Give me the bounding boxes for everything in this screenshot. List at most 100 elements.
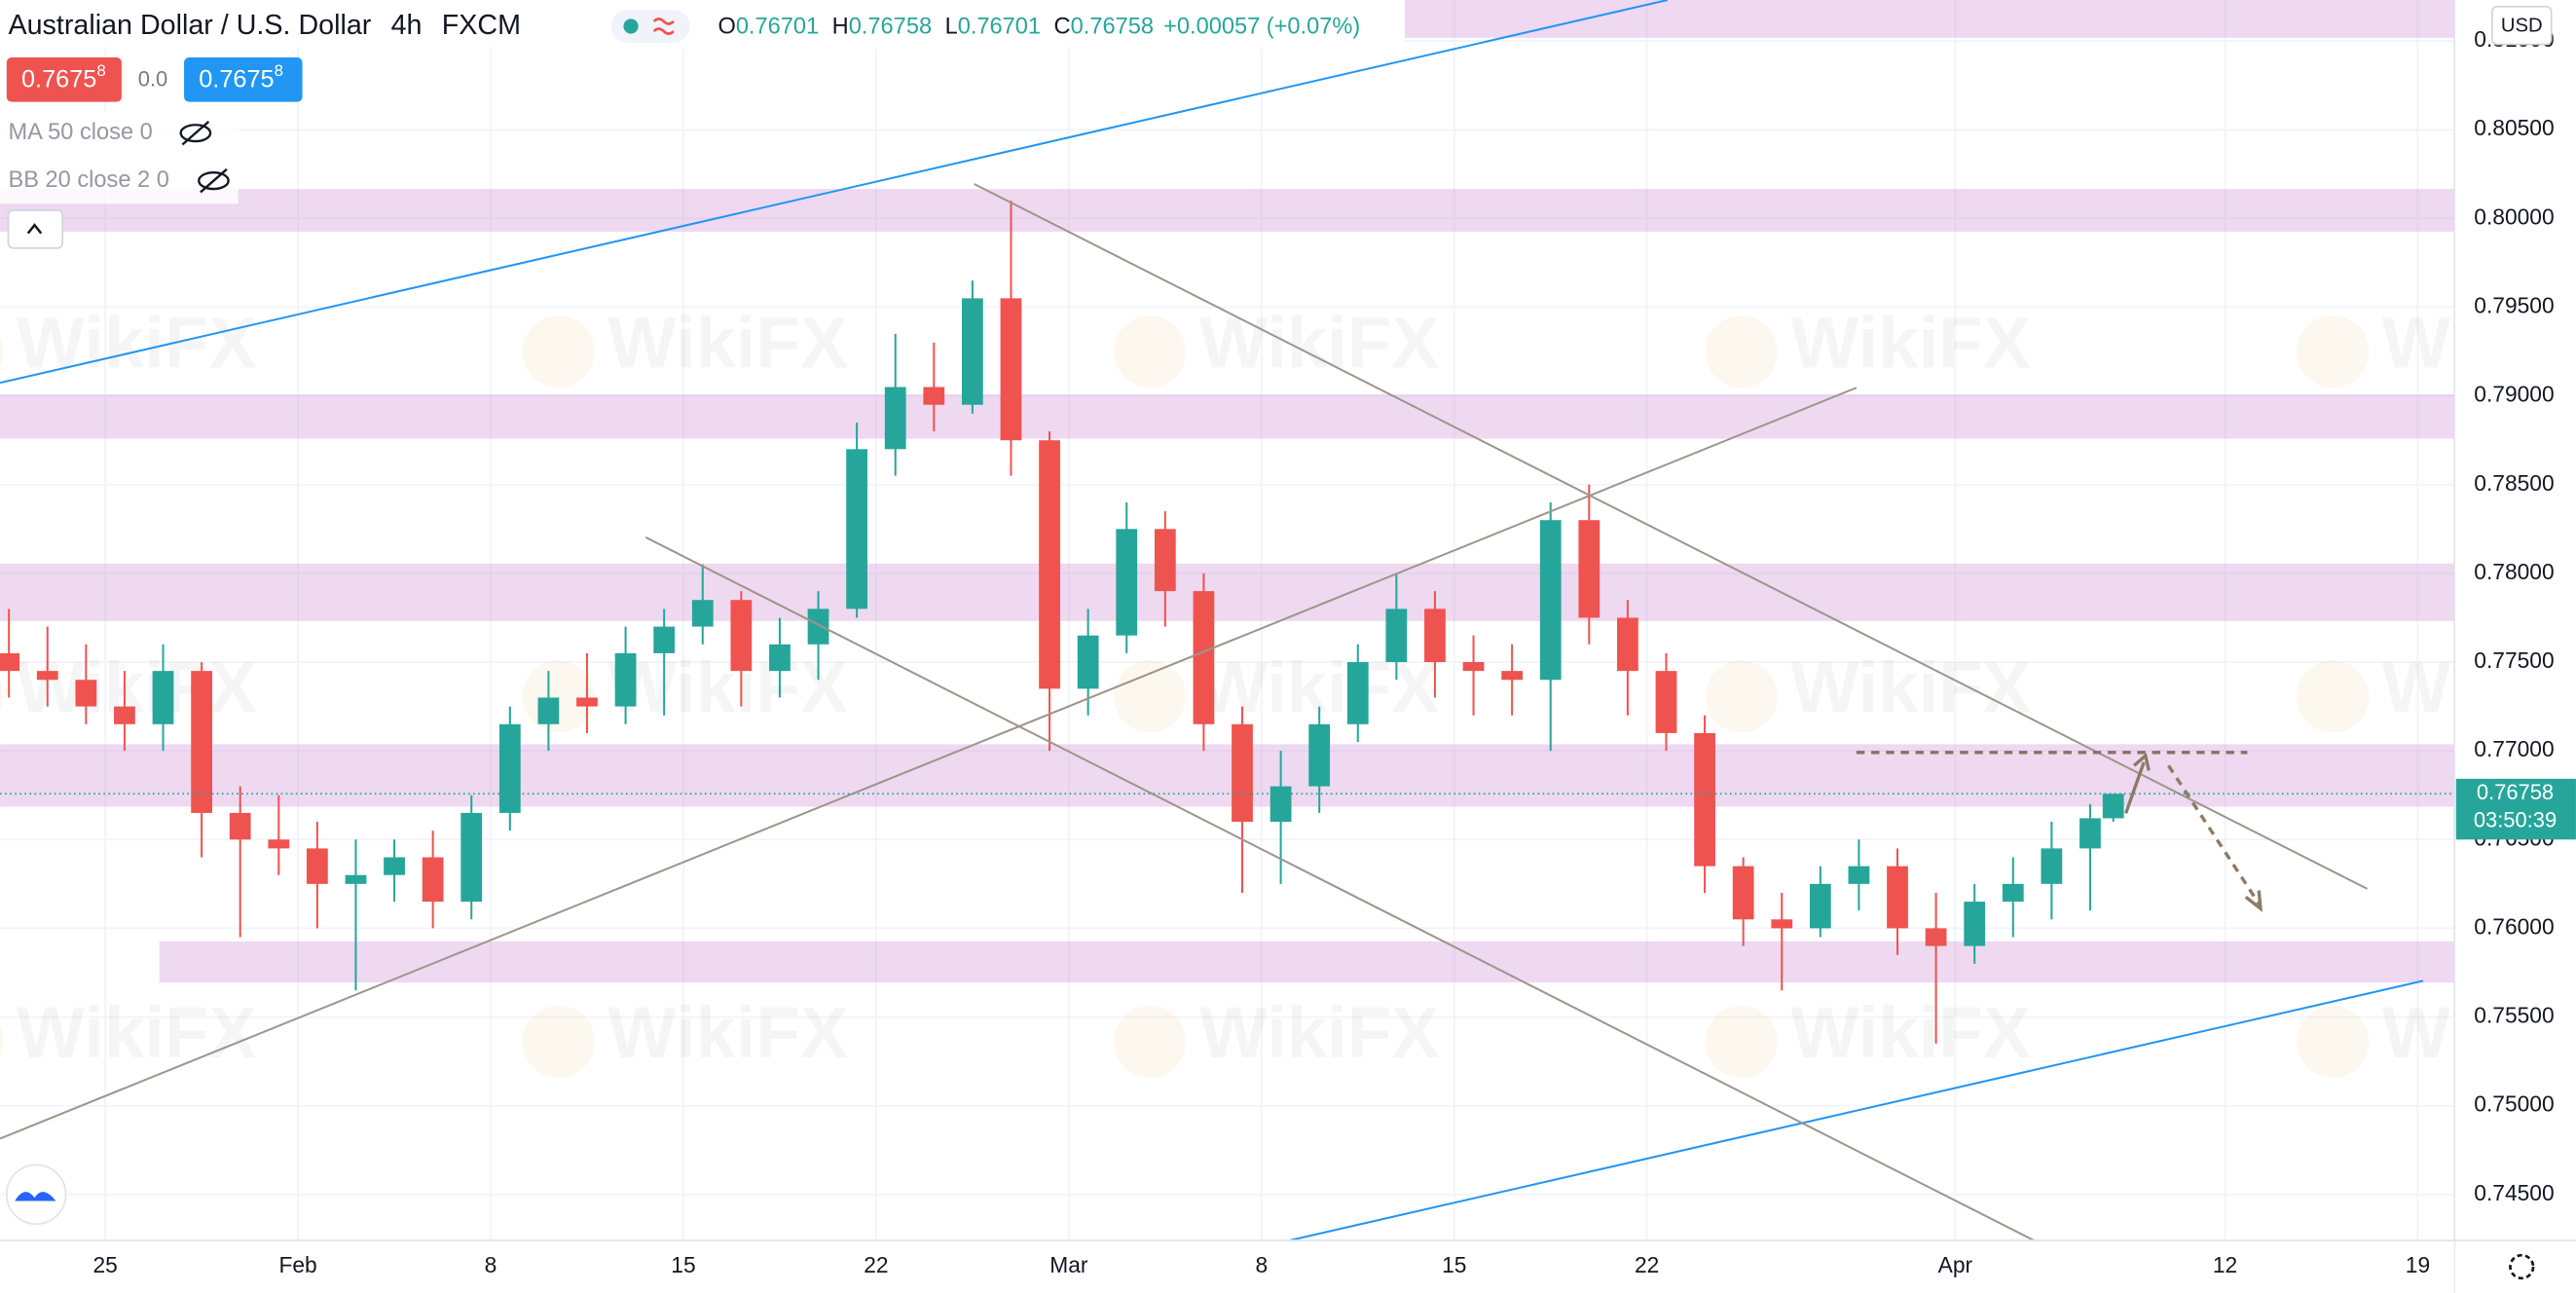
candle-body xyxy=(2079,818,2101,849)
logo xyxy=(15,1192,56,1201)
candle-body xyxy=(306,848,328,884)
hidden-icons xyxy=(179,120,230,194)
candle-body xyxy=(460,812,483,903)
ohlc-value: 0.76758 xyxy=(849,15,932,40)
x-tick-label: Apr xyxy=(1938,1252,1973,1277)
currency-box[interactable] xyxy=(2491,5,2553,46)
logo-button[interactable] xyxy=(5,1164,67,1225)
status-pill[interactable] xyxy=(610,10,690,43)
watermark-logo xyxy=(1705,314,1778,388)
candle-body xyxy=(1346,662,1369,724)
candle-body xyxy=(2102,794,2124,819)
watermark: WikiFX xyxy=(607,992,848,1073)
spread: 0.0 xyxy=(138,66,167,91)
candle-body xyxy=(1270,786,1292,823)
zone xyxy=(0,744,2455,807)
legend-title: Australian Dollar / U.S. Dollar 4h FXCM xyxy=(8,10,521,41)
buy-button[interactable] xyxy=(184,57,303,102)
candle-body xyxy=(36,671,58,681)
ohlc: O0.76701 H0.76758 L0.76701 C0.76758 +0.00057… xyxy=(718,15,1360,40)
indicator[interactable]: MA 50 close 0 xyxy=(8,120,152,145)
watermark-logo xyxy=(0,681,4,713)
candle-body xyxy=(1232,723,1253,823)
candle-body xyxy=(1887,866,1908,929)
watermark: WikiFX xyxy=(607,302,848,383)
candle-body xyxy=(229,812,251,840)
trend-lines xyxy=(0,0,2424,1245)
candle-body xyxy=(576,697,598,707)
candle-body xyxy=(1077,635,1099,689)
candle-body xyxy=(384,857,405,875)
zone xyxy=(1404,0,2455,38)
change: +0.00057 (+0.07%) xyxy=(1163,15,1360,40)
watermark-logo xyxy=(522,314,595,388)
ohlc-label: O xyxy=(718,15,735,40)
candle-body xyxy=(1964,902,1986,946)
candle-body xyxy=(1462,662,1485,672)
watermark-logo xyxy=(522,1005,595,1078)
y-tick-label: 0.79500 xyxy=(2474,293,2554,318)
candle-body xyxy=(846,449,868,610)
market-open-dot xyxy=(623,18,639,34)
candle-body xyxy=(614,652,637,707)
x-tick-label: 12 xyxy=(2213,1252,2237,1277)
candle-body xyxy=(1694,732,1715,867)
eye-icon[interactable] xyxy=(179,124,212,143)
y-tick-label: 0.75500 xyxy=(2474,1003,2554,1028)
candle-body xyxy=(2002,883,2024,903)
candle-body xyxy=(1539,520,1562,681)
candle-body xyxy=(114,706,135,724)
ohlc-label: L xyxy=(945,15,958,40)
y-tick-label: 0.78000 xyxy=(2474,559,2554,584)
watermark: WikiFX xyxy=(607,647,848,728)
symbol: Australian Dollar / U.S. Dollar xyxy=(8,10,371,41)
candle-body xyxy=(1771,919,1793,929)
watermark: WikiFX xyxy=(1199,302,1440,383)
watermark-logo xyxy=(2297,1005,2370,1078)
candle-body xyxy=(537,697,560,724)
x-tick-label: 22 xyxy=(1635,1252,1659,1277)
candle-body xyxy=(1193,591,1215,724)
interval: 4h xyxy=(391,10,423,41)
watermark-logo xyxy=(2297,660,2370,733)
candle-body xyxy=(884,387,906,450)
trend-line xyxy=(974,183,2369,890)
indicator[interactable]: BB 20 close 2 0 xyxy=(8,167,168,193)
candle-body xyxy=(653,626,676,653)
eye-slash xyxy=(181,120,210,146)
y-tick-label: 0.74500 xyxy=(2474,1180,2554,1205)
indicator-bg xyxy=(0,111,239,204)
watermark: WikiFX xyxy=(1199,992,1440,1073)
x-tick-label: 15 xyxy=(1442,1252,1466,1277)
currency: USD xyxy=(2501,15,2543,36)
watermark-logo xyxy=(1114,660,1187,733)
eye-icon[interactable] xyxy=(198,170,230,191)
candle-body xyxy=(1732,866,1754,920)
header-bg xyxy=(0,0,1405,50)
y-tick-label: 0.75000 xyxy=(2474,1091,2554,1117)
x-tick-label: 19 xyxy=(2406,1252,2430,1277)
buy-main: 0.7675 xyxy=(199,65,274,92)
trend-line xyxy=(644,536,2042,1245)
zone xyxy=(0,393,2455,439)
candles xyxy=(0,201,2124,1044)
collapse-button[interactable] xyxy=(7,209,64,249)
watermark: WikiFX xyxy=(17,992,257,1073)
watermark-logo xyxy=(1705,1005,1778,1078)
sell-button[interactable] xyxy=(6,57,122,102)
candle-body xyxy=(75,680,97,707)
watermark-logo xyxy=(1114,314,1187,388)
last-price: 0.76758 xyxy=(2477,780,2554,804)
candle-body xyxy=(807,609,829,645)
candle-body xyxy=(1039,440,1060,689)
y-tick-label: 0.79000 xyxy=(2474,382,2554,407)
last-price-box xyxy=(2455,778,2576,840)
zone xyxy=(159,941,2455,983)
arrow-down xyxy=(2167,764,2261,905)
candle-body xyxy=(0,652,20,672)
buy-pip: 8 xyxy=(275,62,283,81)
watermark-logo xyxy=(0,336,4,367)
x-tick-label: Mar xyxy=(1049,1252,1088,1277)
candle-body xyxy=(1925,928,1947,946)
watermark: WikiFX xyxy=(1790,992,2031,1073)
